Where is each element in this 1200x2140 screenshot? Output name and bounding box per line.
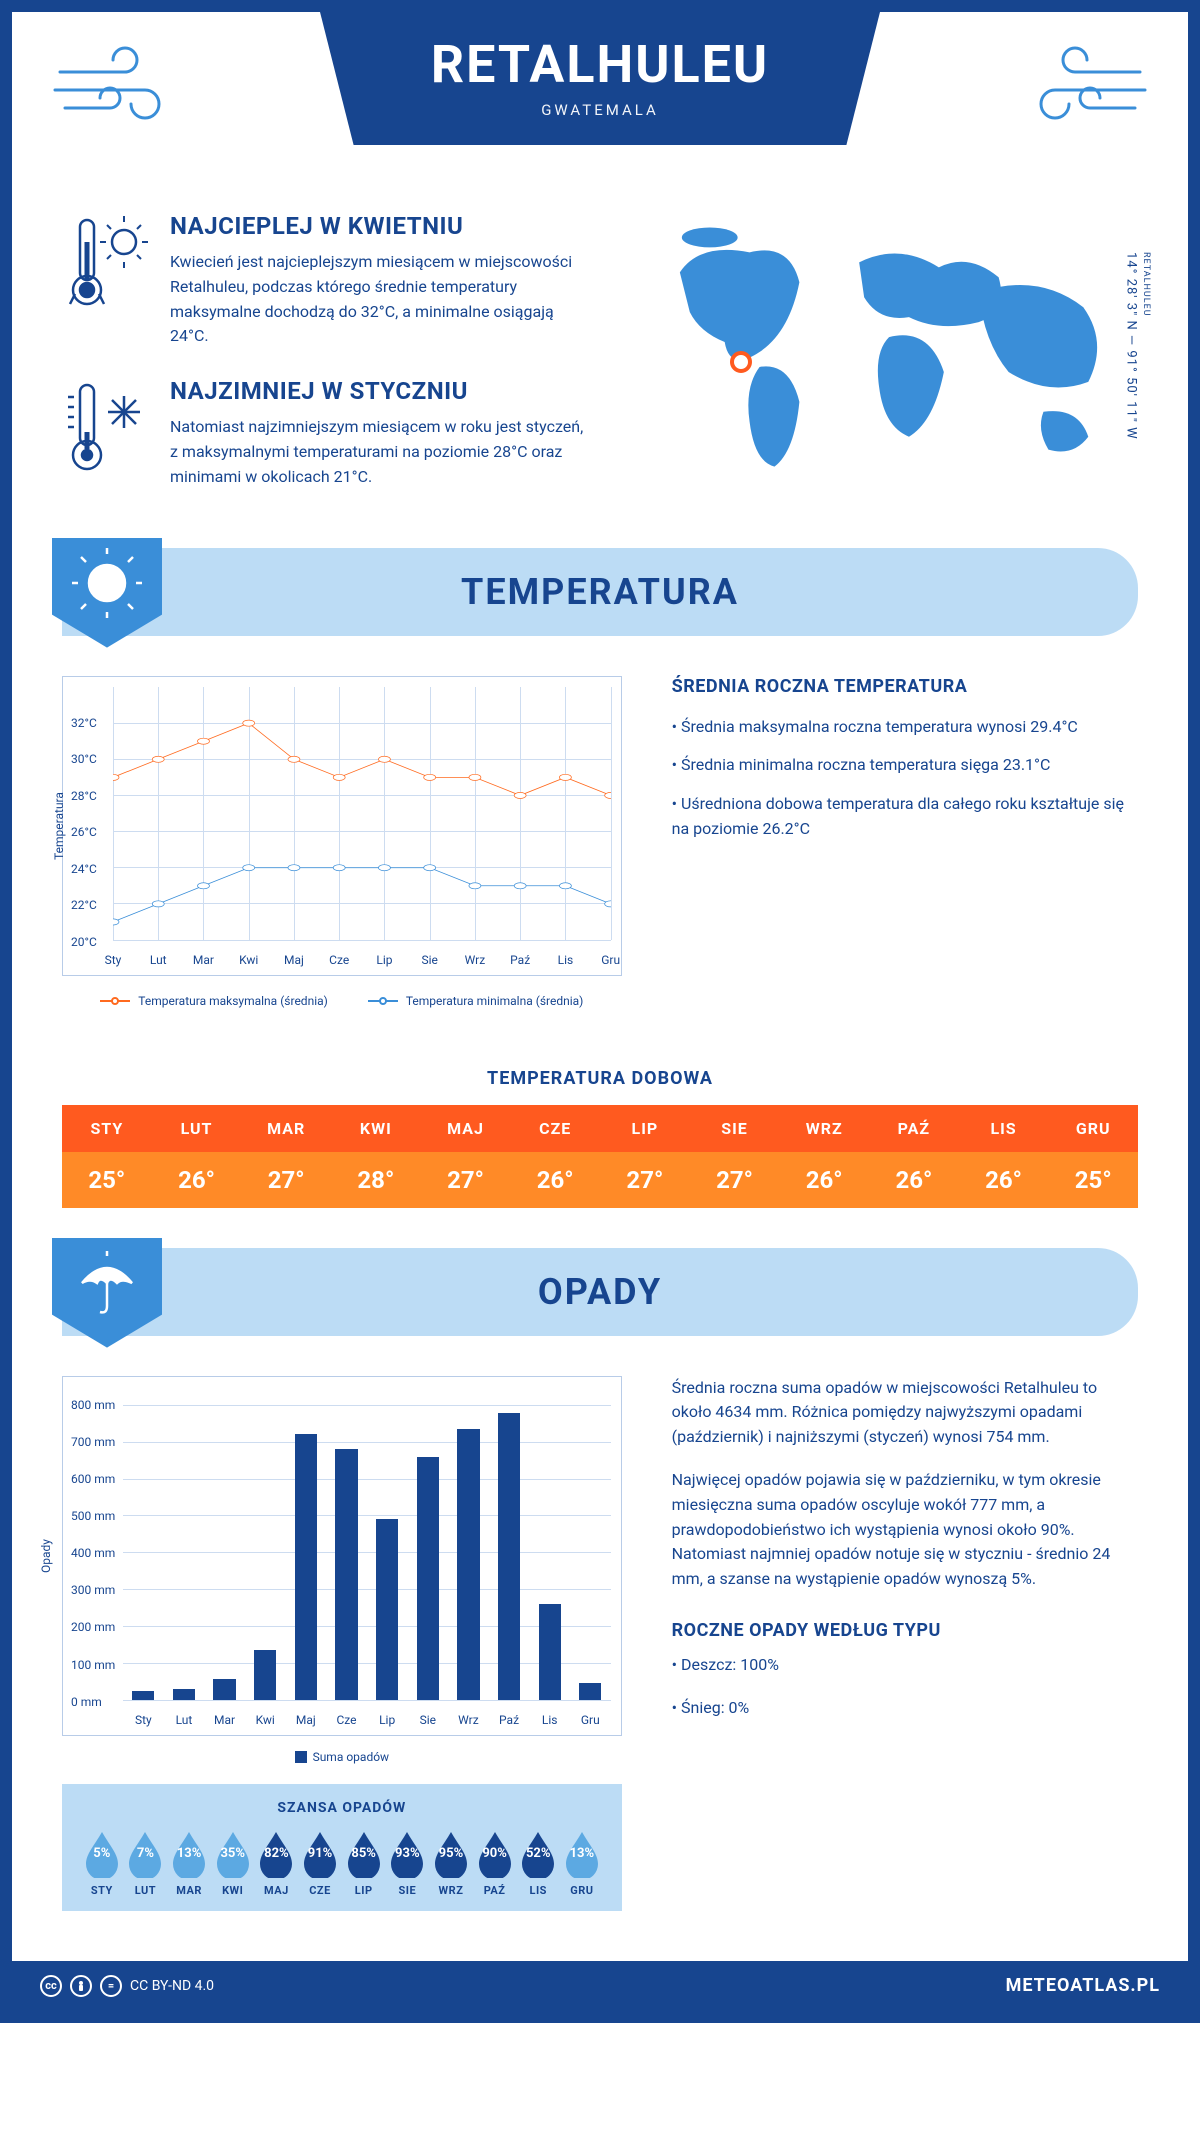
precip-bar bbox=[295, 1434, 317, 1699]
license: cc = CC BY-ND 4.0 bbox=[40, 1975, 214, 1997]
rain-chance-item: 95%WRZ bbox=[429, 1830, 473, 1897]
title-band: RETALHULEU GWATEMALA bbox=[320, 12, 880, 145]
precip-bar bbox=[335, 1449, 357, 1699]
section-title-precipitation: OPADY bbox=[538, 1271, 662, 1313]
daily-temp-value: 27° bbox=[421, 1152, 511, 1208]
info-hot-text: Kwiecień jest najcieplejszym miesiącem w… bbox=[170, 250, 590, 349]
info-row: NAJCIEPLEJ W KWIETNIU Kwiecień jest najc… bbox=[12, 192, 1188, 548]
rain-chance-item: 85%LIP bbox=[342, 1830, 386, 1897]
daily-temp-value: 26° bbox=[869, 1152, 959, 1208]
precip-bar bbox=[173, 1689, 195, 1700]
umbrella-icon bbox=[52, 1238, 162, 1348]
precip-bar bbox=[132, 1691, 154, 1700]
thermometer-snow-icon bbox=[62, 377, 152, 477]
cc-icon: cc bbox=[40, 1975, 62, 1997]
daily-temp-value: 26° bbox=[510, 1152, 600, 1208]
rain-chance-box: SZANSA OPADÓW 5%STY7%LUT13%MAR35%KWI82%M… bbox=[62, 1784, 622, 1911]
precip-bar bbox=[498, 1413, 520, 1699]
rain-chance-item: 7%LUT bbox=[124, 1830, 168, 1897]
precip-bar bbox=[539, 1604, 561, 1700]
daily-temp-value: 26° bbox=[779, 1152, 869, 1208]
nd-icon: = bbox=[100, 1975, 122, 1997]
daily-temp-title: TEMPERATURA DOBOWA bbox=[12, 1068, 1188, 1089]
by-icon bbox=[70, 1975, 92, 1997]
map-column: RETALHULEU 14° 28' 3" N — 91° 50' 11" W bbox=[640, 212, 1138, 518]
daily-temp-month: WRZ bbox=[779, 1105, 869, 1152]
section-head-precipitation: OPADY bbox=[62, 1248, 1138, 1336]
temp-stat-item: • Uśredniona dobowa temperatura dla całe… bbox=[672, 792, 1138, 842]
daily-temp-month: MAR bbox=[241, 1105, 331, 1152]
section-title-temperature: TEMPERATURA bbox=[461, 571, 739, 613]
temperature-line-chart: Temperatura 20°C22°C24°C26°C28°C30°C32°C… bbox=[62, 676, 622, 1008]
precip-type-item: • Śnieg: 0% bbox=[672, 1696, 1138, 1721]
precipitation-text: Średnia roczna suma opadów w miejscowośc… bbox=[672, 1376, 1138, 1911]
daily-temp-month: MAJ bbox=[421, 1105, 511, 1152]
page-title: RETALHULEU bbox=[320, 34, 880, 95]
rain-chance-item: 93%SIE bbox=[385, 1830, 429, 1897]
page-subtitle: GWATEMALA bbox=[320, 101, 880, 119]
info-hottest: NAJCIEPLEJ W KWIETNIU Kwiecień jest najc… bbox=[62, 212, 610, 349]
precip-bar bbox=[254, 1650, 276, 1700]
wind-icon-right bbox=[1010, 42, 1150, 132]
temperature-stats: ŚREDNIA ROCZNA TEMPERATURA • Średnia mak… bbox=[672, 676, 1138, 1008]
temp-stat-item: • Średnia maksymalna roczna temperatura … bbox=[672, 715, 1138, 740]
rain-chance-item: 13%GRU bbox=[560, 1830, 604, 1897]
daily-temp-month: GRU bbox=[1048, 1105, 1138, 1152]
temp-stat-item: • Średnia minimalna roczna temperatura s… bbox=[672, 753, 1138, 778]
precip-bar bbox=[579, 1683, 601, 1700]
info-cold-title: NAJZIMNIEJ W STYCZNIU bbox=[170, 377, 590, 405]
map-coordinates: RETALHULEU 14° 28' 3" N — 91° 50' 11" W bbox=[1121, 252, 1152, 440]
rain-chance-item: 35%KWI bbox=[211, 1830, 255, 1897]
daily-temp-value: 27° bbox=[600, 1152, 690, 1208]
section-head-temperature: TEMPERATURA bbox=[62, 548, 1138, 636]
info-coldest: NAJZIMNIEJ W STYCZNIU Natomiast najzimni… bbox=[62, 377, 610, 489]
legend-min-temp: Temperatura minimalna (średnia) bbox=[368, 994, 584, 1008]
daily-temp-month: KWI bbox=[331, 1105, 421, 1152]
daily-temp-value: 25° bbox=[62, 1152, 152, 1208]
daily-temp-value: 26° bbox=[152, 1152, 242, 1208]
footer: cc = CC BY-ND 4.0 METEOATLAS.PL bbox=[12, 1961, 1188, 2011]
daily-temp-value: 27° bbox=[690, 1152, 780, 1208]
info-hot-title: NAJCIEPLEJ W KWIETNIU bbox=[170, 212, 590, 240]
daily-temp-value: 27° bbox=[241, 1152, 331, 1208]
rain-chance-item: 52%LIS bbox=[516, 1830, 560, 1897]
rain-chance-item: 5%STY bbox=[80, 1830, 124, 1897]
header: RETALHULEU GWATEMALA bbox=[12, 12, 1188, 192]
precipitation-bar-chart: Opady 0 mm100 mm200 mm300 mm400 mm500 mm… bbox=[62, 1376, 622, 1736]
brand-label: METEOATLAS.PL bbox=[1006, 1975, 1160, 1996]
daily-temp-month: LUT bbox=[152, 1105, 242, 1152]
daily-temp-month: CZE bbox=[510, 1105, 600, 1152]
daily-temp-month: LIP bbox=[600, 1105, 690, 1152]
daily-temp-value: 25° bbox=[1048, 1152, 1138, 1208]
daily-temp-month: LIS bbox=[959, 1105, 1049, 1152]
daily-temp-table: STYLUTMARKWIMAJCZELIPSIEWRZPAŹLISGRU 25°… bbox=[62, 1105, 1138, 1208]
daily-temp-value: 28° bbox=[331, 1152, 421, 1208]
rain-chance-item: 90%PAŹ bbox=[473, 1830, 517, 1897]
wind-icon-left bbox=[50, 42, 190, 132]
rain-chance-item: 91%CZE bbox=[298, 1830, 342, 1897]
bar-legend: Suma opadów bbox=[62, 1750, 622, 1764]
thermometer-sun-icon bbox=[62, 212, 152, 312]
rain-chance-item: 82%MAJ bbox=[255, 1830, 299, 1897]
precip-bar bbox=[376, 1519, 398, 1699]
sun-icon bbox=[52, 538, 162, 648]
precip-bar bbox=[213, 1679, 235, 1699]
precip-bar bbox=[457, 1429, 479, 1700]
rain-chance-item: 13%MAR bbox=[167, 1830, 211, 1897]
precip-bar bbox=[417, 1457, 439, 1700]
map-marker-icon bbox=[730, 351, 752, 373]
daily-temp-value: 26° bbox=[959, 1152, 1049, 1208]
daily-temp-month: PAŹ bbox=[869, 1105, 959, 1152]
precip-type-item: • Deszcz: 100% bbox=[672, 1653, 1138, 1678]
legend-max-temp: Temperatura maksymalna (średnia) bbox=[100, 994, 328, 1008]
daily-temp-month: STY bbox=[62, 1105, 152, 1152]
info-cold-text: Natomiast najzimniejszym miesiącem w rok… bbox=[170, 415, 590, 489]
world-map-icon bbox=[640, 212, 1138, 502]
daily-temp-month: SIE bbox=[690, 1105, 780, 1152]
